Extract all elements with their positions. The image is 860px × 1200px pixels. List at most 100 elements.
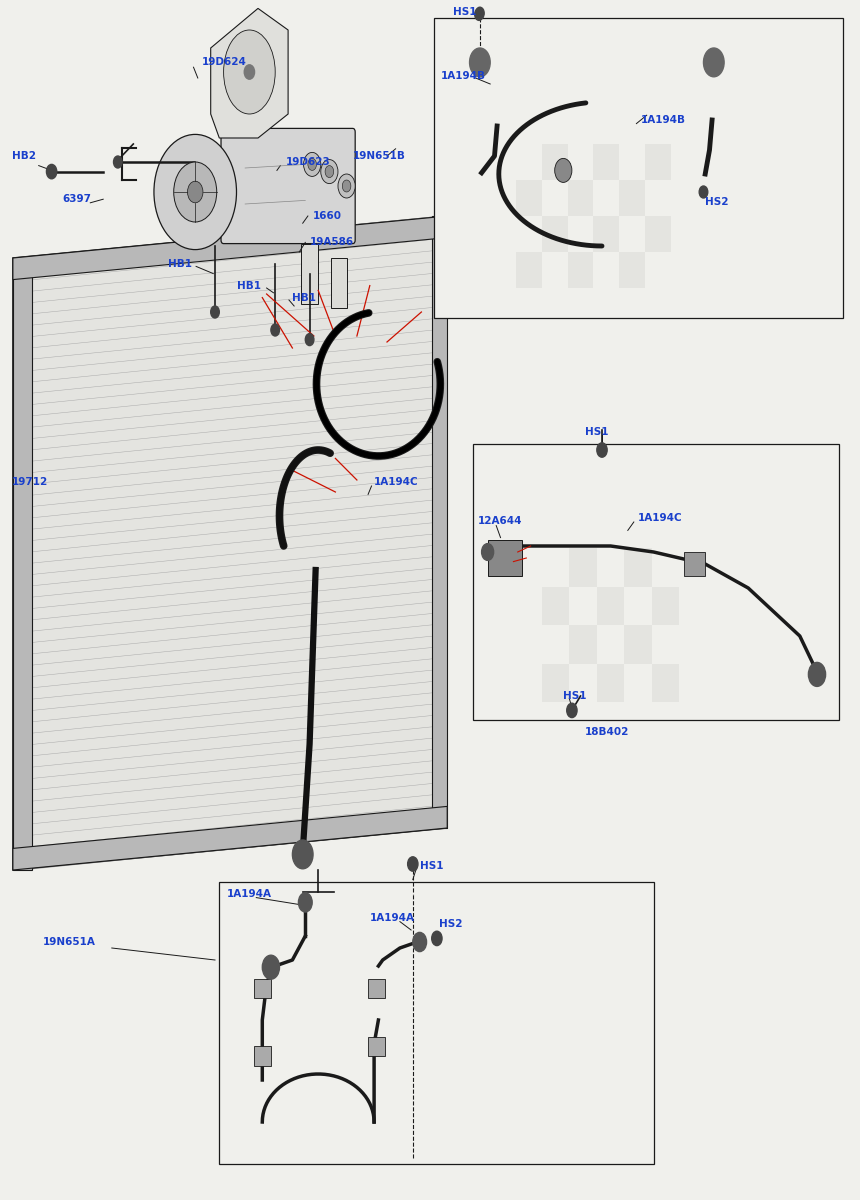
Bar — [201, 511, 225, 551]
Bar — [645, 144, 671, 180]
Text: 18B402: 18B402 — [585, 727, 630, 737]
Bar — [225, 631, 249, 672]
Text: 19N651B: 19N651B — [353, 151, 405, 161]
Bar — [569, 625, 597, 664]
Polygon shape — [211, 8, 288, 138]
Circle shape — [567, 703, 577, 718]
Text: 1A194B: 1A194B — [641, 115, 685, 125]
Bar — [619, 252, 645, 288]
Bar — [542, 144, 568, 180]
Text: 1A194B: 1A194B — [441, 71, 486, 80]
Bar — [273, 470, 298, 511]
Bar — [473, 444, 838, 720]
Bar — [129, 551, 153, 592]
Circle shape — [271, 324, 280, 336]
Circle shape — [470, 48, 490, 77]
Circle shape — [476, 7, 484, 19]
Circle shape — [187, 181, 203, 203]
Text: 19N651A: 19N651A — [43, 937, 95, 947]
Text: HS1: HS1 — [420, 862, 443, 871]
Bar — [434, 18, 843, 318]
Text: HS2: HS2 — [705, 197, 728, 206]
Bar — [201, 592, 225, 631]
Circle shape — [475, 8, 483, 20]
Bar — [542, 664, 569, 702]
Circle shape — [342, 180, 351, 192]
Text: 19712: 19712 — [12, 478, 48, 487]
Bar — [249, 511, 273, 551]
Bar — [593, 216, 619, 252]
Circle shape — [597, 443, 607, 457]
Bar — [273, 631, 298, 672]
Bar — [301, 244, 318, 304]
Circle shape — [292, 840, 313, 869]
Circle shape — [244, 65, 255, 79]
Circle shape — [325, 166, 334, 178]
Bar — [568, 180, 593, 216]
Bar — [645, 216, 671, 252]
Bar — [153, 592, 177, 631]
Bar — [652, 587, 679, 625]
Bar — [542, 216, 568, 252]
Bar — [177, 631, 201, 672]
Text: HS1: HS1 — [585, 427, 608, 437]
Text: HB1: HB1 — [292, 293, 316, 302]
Circle shape — [555, 158, 572, 182]
Bar — [652, 664, 679, 702]
Bar — [619, 180, 645, 216]
Bar — [225, 551, 249, 592]
Text: 6397: 6397 — [62, 194, 91, 204]
Bar — [273, 551, 298, 592]
Text: 19D623: 19D623 — [286, 157, 330, 167]
Circle shape — [262, 955, 280, 979]
Text: HB1: HB1 — [237, 281, 261, 290]
Circle shape — [298, 893, 312, 912]
Bar — [153, 511, 177, 551]
Circle shape — [808, 662, 826, 686]
Polygon shape — [13, 216, 447, 280]
Circle shape — [413, 932, 427, 952]
Bar — [488, 540, 522, 576]
Circle shape — [305, 334, 314, 346]
Text: 1A194C: 1A194C — [374, 478, 419, 487]
Circle shape — [699, 186, 708, 198]
FancyBboxPatch shape — [221, 128, 355, 244]
Bar — [593, 144, 619, 180]
Bar — [129, 470, 153, 511]
Bar — [542, 587, 569, 625]
Bar — [177, 551, 201, 592]
Text: HB2: HB2 — [12, 151, 36, 161]
Circle shape — [154, 134, 237, 250]
Circle shape — [174, 162, 217, 222]
Text: 1A194A: 1A194A — [370, 913, 415, 923]
Bar — [129, 631, 153, 672]
Bar — [624, 548, 652, 587]
Text: HB1: HB1 — [168, 259, 192, 269]
Bar — [368, 1037, 385, 1056]
Bar — [624, 625, 652, 664]
Text: HS2: HS2 — [439, 919, 462, 929]
Bar — [219, 882, 654, 1164]
Text: 19D624: 19D624 — [202, 58, 247, 67]
Text: 12A644: 12A644 — [478, 516, 523, 526]
Bar — [516, 252, 542, 288]
Polygon shape — [432, 216, 447, 828]
Text: 1A194C: 1A194C — [638, 514, 683, 523]
Text: 1A194A: 1A194A — [227, 889, 272, 899]
Text: HS1: HS1 — [563, 691, 587, 701]
Bar — [225, 470, 249, 511]
Circle shape — [46, 164, 57, 179]
Bar — [331, 258, 347, 308]
Bar — [368, 979, 385, 998]
Circle shape — [114, 156, 122, 168]
Bar — [254, 1046, 271, 1066]
Bar — [298, 511, 322, 551]
Bar — [249, 592, 273, 631]
Bar — [298, 592, 322, 631]
Circle shape — [304, 152, 321, 176]
Bar — [684, 552, 705, 576]
Circle shape — [432, 931, 442, 946]
Circle shape — [408, 857, 418, 871]
Bar — [568, 252, 593, 288]
Bar — [569, 548, 597, 587]
